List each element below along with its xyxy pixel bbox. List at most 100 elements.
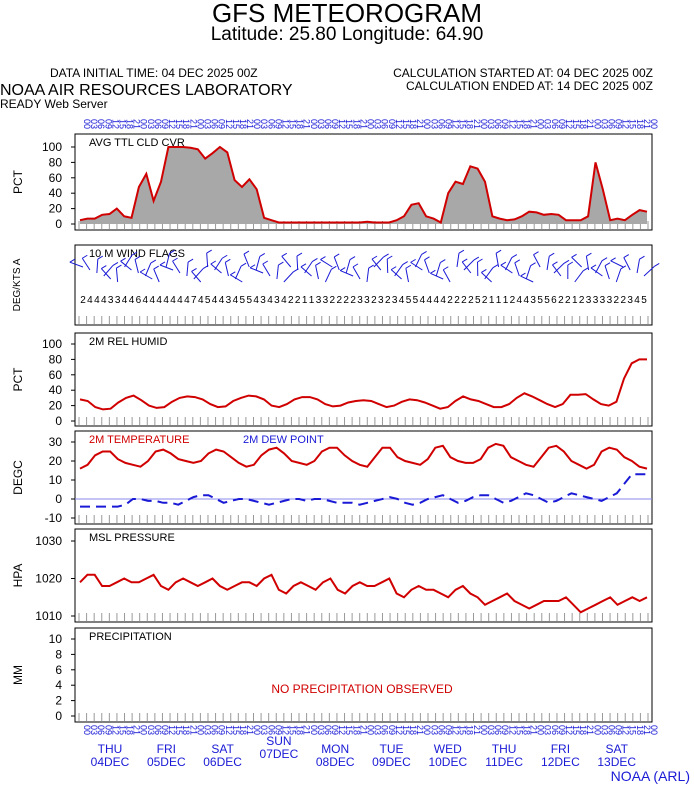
wind-speed-label: 4 (440, 295, 446, 306)
wind-barb (186, 262, 189, 277)
wind-speed-label: 5 (544, 295, 550, 306)
wind-barb-flag (405, 264, 412, 269)
wind-speed-label: 2 (80, 295, 86, 306)
top-hour-label: 09 (614, 119, 624, 129)
wind-speed-label: 5 (406, 295, 412, 306)
wind-barb (134, 259, 139, 274)
top-hour-label: 21 (472, 119, 482, 129)
wind-speed-label: 2 (330, 295, 336, 306)
top-hour-label: 03 (373, 119, 383, 129)
wind-speed-label: 4 (233, 295, 239, 306)
wind-barb (333, 256, 340, 271)
bottom-hour-label: 03 (543, 725, 553, 735)
top-hour-label: 03 (146, 119, 156, 129)
wind-speed-label: 2 (343, 295, 349, 306)
bottom-hour-label: 09 (443, 725, 453, 735)
top-hour-label: 12 (507, 119, 517, 129)
bottom-hour-label: 03 (373, 725, 383, 735)
panel-frame (74, 133, 653, 231)
dew-point-line (80, 473, 647, 508)
y-tick-label: 6 (55, 663, 62, 677)
bottom-hour-label: 03 (316, 725, 326, 735)
wind-speed-label: 4 (212, 295, 218, 306)
day-of-week-label: FRI (551, 742, 570, 756)
y-tick-label: 0 (55, 492, 62, 506)
wind-barb-flag (533, 251, 539, 256)
top-hour-label: 09 (443, 119, 453, 129)
y-tick-label: 30 (49, 435, 63, 449)
date-label: 12DEC (541, 755, 580, 769)
wind-barb (456, 253, 460, 268)
wind-barb (514, 262, 520, 277)
calc-started: CALCULATION STARTED AT: 04 DEC 2025 00Z (393, 66, 653, 80)
wind-barb (315, 265, 319, 280)
wind-barb-flag (495, 249, 502, 254)
top-hour-label: 03 (599, 119, 609, 129)
wind-barb (546, 256, 550, 271)
bottom-hour-label: 15 (288, 725, 298, 735)
top-hour-label: 03 (429, 119, 439, 129)
pressure-line (79, 573, 648, 614)
wind-barb (352, 266, 361, 280)
wind-barb (435, 262, 441, 277)
wind-barb-flag (552, 261, 558, 266)
top-hour-label: 06 (493, 119, 503, 129)
wind-barb (505, 257, 513, 271)
wind-barb-flag (590, 264, 597, 269)
top-hour-label: 21 (642, 119, 652, 129)
bottom-hour-label: 18 (351, 725, 361, 735)
wind-barb-flag (116, 264, 122, 269)
bottom-hour-label: 09 (614, 725, 624, 735)
top-hour-label: 15 (174, 119, 184, 129)
day-of-week-label: THU (98, 742, 123, 756)
wind-speed-label: 1 (302, 295, 308, 306)
wind-barb (159, 264, 174, 271)
y-tick-label: 8 (55, 647, 62, 661)
y-tick-label: 10 (49, 473, 63, 487)
day-of-week-label: SAT (211, 742, 234, 756)
wind-barb-flag (586, 252, 592, 257)
wind-speed-label: 2 (288, 295, 294, 306)
wind-barb-flag (120, 257, 126, 262)
wind-barb-flag (331, 265, 337, 270)
wind-barb (345, 259, 351, 274)
top-hour-label: 06 (153, 119, 163, 129)
wind-barb-flag (520, 272, 526, 277)
wind-speed-label: 3 (316, 295, 322, 306)
wind-barb-flag (604, 262, 611, 267)
wind-speed-label: 3 (323, 295, 329, 306)
wind-speed-label: 3 (586, 295, 592, 306)
panel-title-2: 2M DEW POINT (243, 434, 324, 446)
wind-speed-label: 2 (371, 295, 377, 306)
wind-barb-flag (210, 260, 217, 265)
day-of-week-label: FRI (157, 742, 176, 756)
wind-barb (463, 259, 475, 271)
wind-barb (525, 265, 532, 280)
top-hour-label: 12 (451, 119, 461, 129)
day-of-week-label: MON (321, 742, 349, 756)
bottom-hour-label: 00 (536, 725, 546, 735)
top-hour-label: 12 (337, 119, 347, 129)
top-hour-label: 15 (344, 119, 354, 129)
day-of-week-label: SUN (266, 734, 291, 748)
bottom-hour-label: 00 (422, 725, 432, 735)
top-hour-label: 06 (606, 119, 616, 129)
top-hour-label: 03 (202, 119, 212, 129)
top-hour-label: 21 (302, 119, 312, 129)
wind-barb-flag (69, 258, 76, 263)
bottom-hour-label: 12 (564, 725, 574, 735)
wind-barb (604, 265, 610, 280)
bottom-hour-label: 00 (479, 725, 489, 735)
wind-barb-flag (134, 255, 141, 260)
top-hour-label: 09 (557, 119, 567, 129)
wind-barb (520, 275, 534, 283)
top-hour-label: 12 (394, 119, 404, 129)
wind-barb (500, 264, 513, 274)
top-hour-label: 12 (110, 119, 120, 129)
wind-speed-label: 2 (614, 295, 620, 306)
wind-barb (636, 259, 640, 274)
panel-title: MSL PRESSURE (89, 532, 175, 544)
wind-barb-flag (390, 266, 397, 271)
y-tick-label: -10 (45, 511, 63, 525)
panel-frame (74, 332, 653, 427)
